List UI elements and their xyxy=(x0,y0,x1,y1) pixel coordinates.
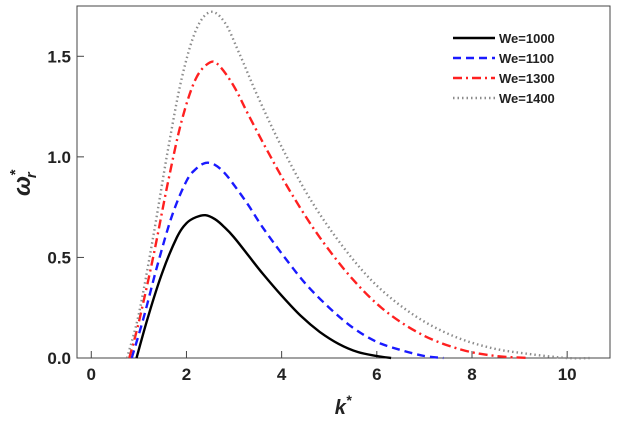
series-layer xyxy=(125,10,592,360)
legend-label: We=1100 xyxy=(499,51,554,66)
series-line-1 xyxy=(135,213,392,360)
y-axis-title-sup: * xyxy=(7,169,24,176)
svg-text:ω*r: ω*r xyxy=(7,169,40,196)
legend-label: We=1000 xyxy=(499,31,555,46)
y-tick-label: 1.5 xyxy=(47,47,71,66)
legend: We=1000 We=1100 We=1300 We=1400 xyxy=(453,31,555,106)
y-tick-label: 0.5 xyxy=(47,248,71,267)
plot-frame xyxy=(76,5,611,359)
legend-label: We=1300 xyxy=(499,71,555,86)
y-axis-title-base: ω xyxy=(9,176,36,196)
y-axis-title-sub: r xyxy=(23,171,40,178)
x-axis-title-sup: * xyxy=(346,392,352,408)
x-tick-label: 2 xyxy=(182,365,191,384)
y-axis-title: ω*r xyxy=(7,169,40,196)
axis-ticks: 0 2 4 6 8 10 0.0 0.5 1.0 1.5 xyxy=(47,47,576,384)
series-line-4 xyxy=(125,10,592,360)
x-axis-title-base: k xyxy=(335,397,347,419)
x-tick-label: 8 xyxy=(467,365,476,384)
x-axis-title: k* xyxy=(335,392,352,419)
x-tick-label: 6 xyxy=(372,365,381,384)
y-tick-label: 0.0 xyxy=(47,349,71,368)
series-line-3 xyxy=(128,60,530,360)
y-tick-label: 1.0 xyxy=(47,148,71,167)
x-tick-label: 4 xyxy=(277,365,287,384)
legend-label: We=1400 xyxy=(499,91,555,106)
series-line-2 xyxy=(130,161,444,360)
x-tick-label: 10 xyxy=(558,365,577,384)
x-tick-label: 0 xyxy=(87,365,96,384)
